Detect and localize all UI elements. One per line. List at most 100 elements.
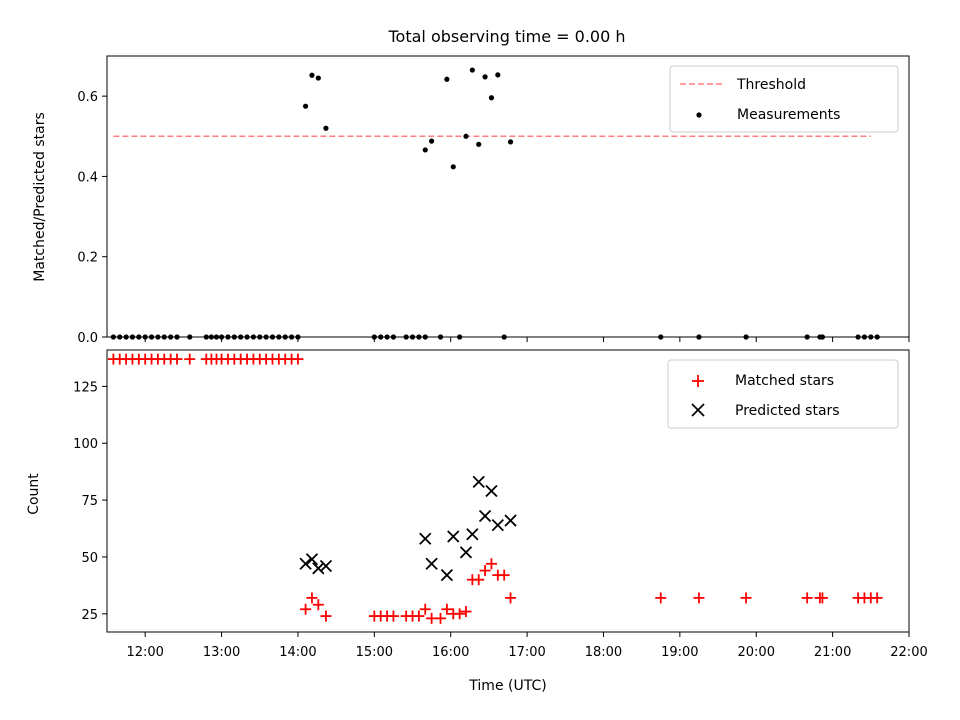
predicted-star-point-b [419,532,432,545]
bottom-y-tick-label: 50 [81,551,98,566]
bottom-y-tick-label: 100 [73,437,98,452]
top-y-ticks: 0.0 0.2 0.4 0.6 [77,90,107,346]
x-tick-label: 21:00 [814,645,851,660]
predicted-star-point [319,559,333,573]
predicted-star-point-b [504,514,517,527]
matched-star-point [460,606,472,618]
measurement-point [658,334,664,340]
measurement-point [208,334,214,340]
measurement-point [263,334,269,340]
predicted-star-point [504,514,517,527]
legend-measurement-label: Measurements [737,107,840,123]
predicted-star-point [478,509,492,523]
measurement-point [444,76,450,82]
legend-matched-swatch [692,375,704,387]
measurement-point [390,334,397,340]
predicted-star-point [419,532,432,545]
measurement-point [231,334,237,340]
top-legend-box [669,65,899,133]
measurement-point [450,164,456,170]
measurement-point [174,334,180,340]
x-tick-label: 20:00 [738,645,775,660]
x-tick-label: 14:00 [279,645,316,660]
measurement-point [804,334,810,340]
bottom-y-axis-label: Count [26,473,42,515]
legend-threshold-label: Threshold [736,77,806,93]
predicted-star-point [305,553,319,566]
predicted-star-point [485,484,498,498]
top-y-axis-label: Matched/Predicted stars [32,112,48,282]
predicted-star-point [459,546,473,559]
measurement-point [416,334,422,340]
predicted-star-point [440,569,454,582]
measurement-point [309,72,315,78]
predicted-star-point-b [312,562,325,575]
predicted-star-point-b [440,569,454,582]
matched-star-point [816,592,828,604]
measurement-point [868,334,874,340]
predicted-star-point [472,475,485,489]
matched-star-point [655,592,667,604]
predicted-star-point [312,562,325,575]
measurement-point [276,334,282,340]
measurement-point [422,147,428,153]
matched-star-point [320,610,332,622]
measurement-point [244,334,250,340]
predicted-star-point-b [425,557,438,570]
bottom-plot-frame [106,349,910,633]
measurement-point [288,334,295,340]
measurement-point [409,334,416,340]
matched-star-point [498,569,510,581]
measurement-point [315,75,321,81]
bottom-y-tick-label: 25 [81,608,98,623]
top-y-tick-label: 0.6 [77,90,98,105]
x-tick-label: 22:00 [890,645,927,660]
predicted-star-point-b [472,475,485,489]
predicted-star-point-b [299,557,312,570]
matched-star-point [454,608,466,620]
measurement-point [874,334,880,340]
matched-star-point [171,353,183,365]
measurement-point [238,334,244,340]
measurement-point [743,334,749,340]
top-y-tick-label: 0.4 [77,170,98,185]
predicted-star-point [447,530,460,543]
measurement-point [476,141,482,147]
predicted-star-point-b [305,553,319,566]
matched-star-point [473,574,485,586]
matched-star-point [740,592,752,604]
matched-star-point [485,558,497,570]
matched-star-point [435,612,447,624]
measurement-point [257,334,263,340]
matched-star-point [300,603,312,615]
matched-star-point [479,565,491,577]
matched-star-point [693,592,705,604]
matched-star-point [419,603,431,615]
predicted-star-point [466,528,479,541]
bottom-x-ticks: 12:00 13:00 14:00 15:00 16:00 17:00 18:00 19:00… [126,632,928,660]
predicted-star-point-b [319,559,333,573]
measurement-point [488,95,495,101]
measurement-point [457,334,463,340]
top-y-tick-label: 0.0 [77,331,98,346]
legend-predicted-label: Predicted stars [735,403,840,419]
measurement-point [463,133,469,139]
legend-measurement-swatch [696,112,702,118]
x-tick-label: 13:00 [203,645,240,660]
measurement-point [225,334,231,340]
measurement-point [117,334,123,340]
legend-matched-label: Matched stars [735,373,834,389]
predicted-star-point [425,557,438,570]
measurement-point [142,334,148,340]
measurement-point [507,139,514,145]
top-y-tick-label: 0.2 [77,251,98,266]
measurement-point [148,334,155,340]
measurement-point [155,334,161,340]
matched-stars-points [107,353,883,624]
matched-star-point [413,610,425,622]
measurement-point [269,334,276,340]
measurement-point [110,334,116,340]
matched-star-point [801,592,813,604]
measurement-point [136,334,142,340]
